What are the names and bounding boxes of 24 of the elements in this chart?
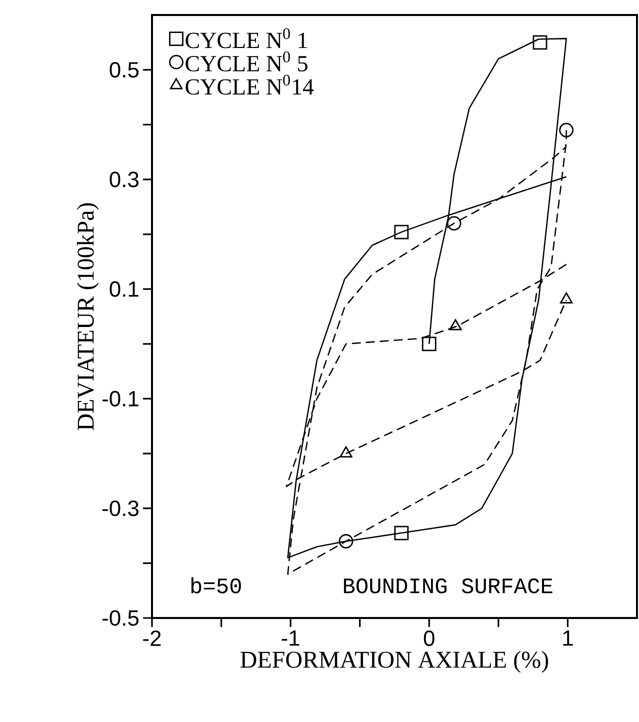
- annotation: b=50: [191, 577, 241, 594]
- annotation: BOUNDING SURFACE: [344, 578, 552, 594]
- x-tick-label: 1: [563, 630, 573, 646]
- y-tick-label: 0.5: [110, 62, 139, 78]
- point: [422, 336, 436, 352]
- y-tick-label: -0.1: [102, 390, 138, 407]
- x-axis-title: DEFORMATION AXIALE (%): [240, 650, 548, 673]
- x-tick-label: -2: [143, 630, 161, 646]
- x-tick-label: 0: [424, 630, 434, 646]
- y-tick-label: 0.1: [110, 281, 138, 297]
- legend-label: CYCLE N$^{0}$14: [186, 74, 314, 95]
- point: [338, 534, 354, 548]
- point: [394, 526, 409, 540]
- point: [532, 35, 548, 50]
- point: [559, 122, 574, 138]
- y-tick-label: -0.5: [102, 610, 139, 626]
- y-tick-label: -0.3: [102, 500, 139, 516]
- y-tick-label: 0.3: [110, 172, 139, 188]
- point: [446, 216, 462, 230]
- legend-label: CYCLE N$^{0}$ 1: [186, 28, 307, 48]
- legend-label: CYCLE N$^{0}$ 5: [186, 51, 308, 72]
- y-axis-title: DEVIATEUR (100kPa): [76, 203, 99, 430]
- point: [394, 224, 409, 240]
- x-tick-label: -1: [282, 630, 300, 646]
